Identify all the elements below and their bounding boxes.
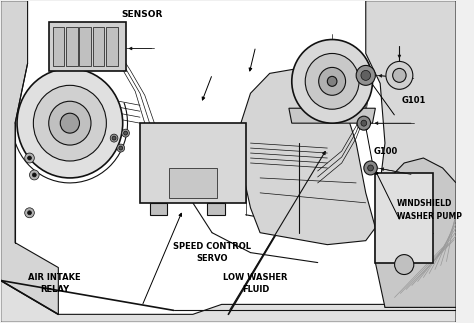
Circle shape: [112, 136, 116, 140]
Polygon shape: [0, 280, 456, 322]
Polygon shape: [0, 1, 58, 314]
Circle shape: [361, 70, 371, 80]
Text: G100: G100: [374, 147, 398, 156]
Circle shape: [122, 129, 129, 137]
Circle shape: [292, 39, 373, 123]
Bar: [207, 203, 225, 215]
Polygon shape: [366, 1, 456, 307]
Polygon shape: [241, 68, 375, 245]
Bar: [66, 26, 78, 67]
Circle shape: [27, 211, 31, 215]
Circle shape: [364, 161, 377, 175]
Bar: [53, 26, 64, 67]
Text: WASHER PUMP: WASHER PUMP: [397, 212, 462, 221]
Bar: [93, 26, 104, 67]
Polygon shape: [375, 158, 456, 307]
Circle shape: [117, 144, 125, 152]
Circle shape: [328, 76, 337, 86]
Circle shape: [25, 208, 34, 218]
Text: SERVO: SERVO: [197, 254, 228, 263]
Circle shape: [394, 255, 414, 275]
Circle shape: [386, 61, 413, 89]
Bar: [106, 26, 118, 67]
Circle shape: [25, 153, 34, 163]
Circle shape: [356, 66, 375, 85]
Circle shape: [27, 156, 31, 160]
Text: RELAY: RELAY: [40, 285, 69, 294]
Bar: [150, 203, 167, 215]
Circle shape: [361, 120, 367, 126]
Circle shape: [32, 173, 36, 177]
Bar: [49, 22, 126, 71]
Circle shape: [110, 134, 118, 142]
Circle shape: [319, 68, 346, 95]
Text: SENSOR: SENSOR: [121, 10, 163, 19]
Circle shape: [368, 165, 374, 171]
Circle shape: [305, 54, 359, 109]
Text: G101: G101: [401, 96, 426, 105]
Circle shape: [392, 68, 406, 82]
Circle shape: [357, 116, 371, 130]
Bar: [169, 168, 217, 198]
Text: AIR INTAKE: AIR INTAKE: [28, 273, 81, 282]
Bar: [140, 123, 246, 203]
Circle shape: [60, 113, 80, 133]
Bar: [375, 173, 433, 263]
Text: FLUID: FLUID: [242, 285, 269, 294]
Text: LOW WASHER: LOW WASHER: [223, 273, 288, 282]
Polygon shape: [289, 108, 375, 123]
Circle shape: [124, 131, 128, 135]
Circle shape: [119, 146, 123, 150]
Circle shape: [29, 170, 39, 180]
Text: WINDSHIELD: WINDSHIELD: [397, 199, 452, 208]
Text: SPEED CONTROL: SPEED CONTROL: [173, 242, 251, 251]
Bar: [80, 26, 91, 67]
Circle shape: [49, 101, 91, 145]
Circle shape: [17, 68, 123, 178]
Circle shape: [33, 85, 106, 161]
